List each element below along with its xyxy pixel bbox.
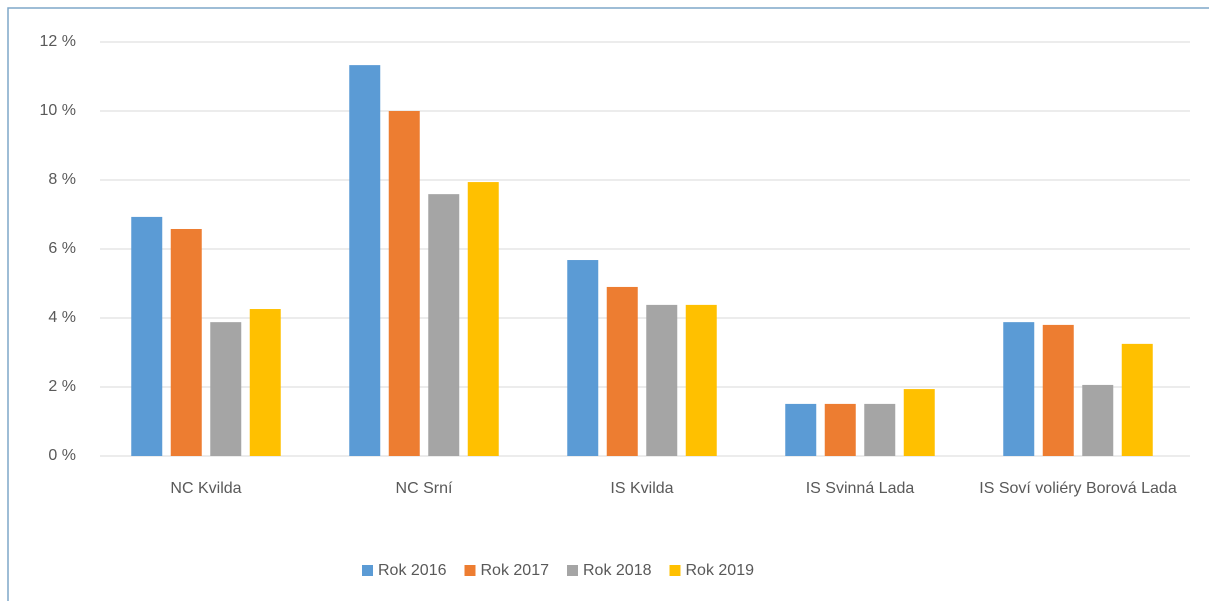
bar bbox=[1042, 324, 1074, 456]
y-tick-label: 8 % bbox=[48, 171, 76, 188]
bar bbox=[170, 228, 202, 456]
bar bbox=[864, 403, 896, 456]
bar bbox=[249, 309, 281, 456]
bar bbox=[785, 403, 817, 456]
bar bbox=[1003, 322, 1035, 456]
legend-swatch bbox=[362, 565, 373, 576]
legend-label: Rok 2017 bbox=[481, 562, 550, 579]
bar bbox=[685, 304, 717, 456]
bar bbox=[388, 111, 420, 456]
bar bbox=[467, 182, 499, 456]
x-tick-label: NC Kvilda bbox=[170, 480, 242, 497]
y-tick-label: 4 % bbox=[48, 309, 76, 326]
bar bbox=[903, 389, 935, 456]
bar bbox=[824, 403, 856, 456]
x-tick-label: NC Srní bbox=[395, 480, 453, 497]
y-tick-label: 0 % bbox=[48, 447, 76, 464]
bar bbox=[210, 322, 242, 456]
chart-frame bbox=[7, 7, 1209, 601]
bar bbox=[606, 286, 638, 456]
legend-label: Rok 2019 bbox=[686, 562, 755, 579]
legend-swatch bbox=[464, 565, 476, 576]
x-tick-label: IS Kvilda bbox=[610, 480, 674, 497]
x-tick-label: IS Soví voliéry Borová Lada bbox=[979, 480, 1177, 497]
bar bbox=[428, 194, 460, 456]
y-tick-label: 12 % bbox=[40, 33, 76, 50]
bar bbox=[1082, 384, 1114, 456]
bar bbox=[567, 260, 599, 456]
y-tick-label: 10 % bbox=[40, 102, 76, 119]
legend-label: Rok 2018 bbox=[583, 562, 652, 579]
y-tick-label: 2 % bbox=[48, 378, 76, 395]
bar bbox=[646, 304, 678, 456]
bar bbox=[349, 65, 381, 457]
y-tick-label: 6 % bbox=[48, 240, 76, 257]
legend-label: Rok 2016 bbox=[378, 562, 447, 579]
bar bbox=[131, 216, 163, 456]
legend-swatch bbox=[567, 565, 578, 576]
x-tick-label: IS Svinná Lada bbox=[805, 480, 915, 497]
bar bbox=[1121, 343, 1153, 456]
legend-swatch bbox=[669, 565, 681, 576]
